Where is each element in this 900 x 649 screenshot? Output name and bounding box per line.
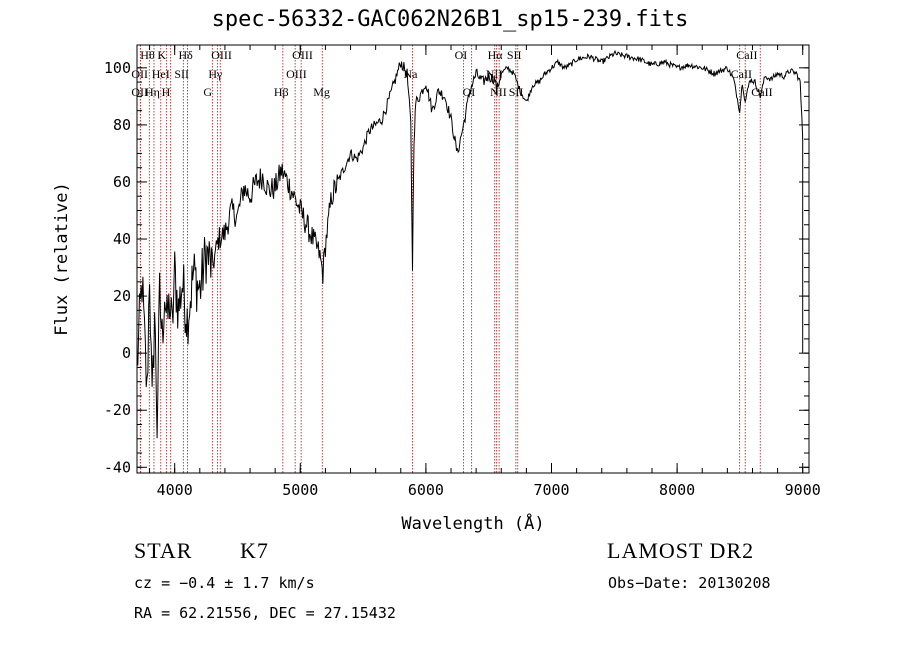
line-label: OIII	[292, 48, 313, 62]
line-label: OII	[131, 67, 148, 81]
line-label: NII	[486, 67, 503, 81]
y-tick-label: 60	[113, 173, 131, 191]
x-tick-label: 8000	[659, 481, 695, 499]
coordinates: RA = 62.21556, DEC = 27.15432	[134, 604, 396, 622]
y-tick-label: 80	[113, 116, 131, 134]
line-label: CaII	[736, 48, 757, 62]
x-tick-label: 7000	[533, 481, 569, 499]
line-label: OIII	[286, 67, 307, 81]
x-tick-label: 4000	[157, 481, 193, 499]
y-tick-label: 0	[122, 344, 131, 362]
survey-name: LAMOST DR2	[607, 538, 755, 563]
line-label: K	[157, 48, 166, 62]
line-label: Hβ	[274, 85, 289, 99]
line-label: OIII	[211, 48, 232, 62]
plot-frame	[136, 44, 810, 474]
chart-title: spec-56332-GAC062N26B1_sp15-239.fits	[211, 7, 689, 32]
y-tick-label: 40	[113, 230, 131, 248]
line-label: G	[203, 85, 212, 99]
x-tick-label: 5000	[282, 481, 318, 499]
line-label: SII	[174, 67, 189, 81]
y-tick-label: -40	[104, 458, 131, 476]
observation-date: Obs−Date: 20130208	[608, 574, 771, 592]
line-label: OI	[463, 85, 476, 99]
line-label: Mg	[313, 85, 330, 99]
spectrum-series	[137, 49, 804, 439]
line-label: Hγ	[208, 67, 223, 81]
line-label: Hα	[488, 48, 504, 62]
line-label: SII	[509, 85, 524, 99]
line-label: H	[162, 85, 171, 99]
object-subclass: K7	[240, 538, 269, 563]
line-label: Hθ	[140, 48, 155, 62]
line-label: HeI	[152, 67, 170, 81]
redshift-velocity: cz = −0.4 ± 1.7 km/s	[134, 574, 315, 592]
y-axis-label: Flux (relative)	[52, 182, 72, 336]
line-label: OII	[131, 85, 148, 99]
x-axis-label: Wavelength (Å)	[401, 512, 544, 534]
y-tick-label: -20	[104, 401, 131, 419]
line-label: NII	[490, 85, 507, 99]
x-tick-label: 9000	[785, 481, 821, 499]
y-tick-label: 100	[104, 59, 131, 77]
line-label: OI	[455, 48, 468, 62]
line-label: Hδ	[178, 48, 193, 62]
x-tick-label: 6000	[408, 481, 444, 499]
line-label: CaII	[731, 67, 752, 81]
y-tick-label: 20	[113, 287, 131, 305]
line-label: Hη	[145, 85, 160, 99]
object-class: STAR	[134, 538, 193, 563]
line-label: SII	[507, 48, 522, 62]
